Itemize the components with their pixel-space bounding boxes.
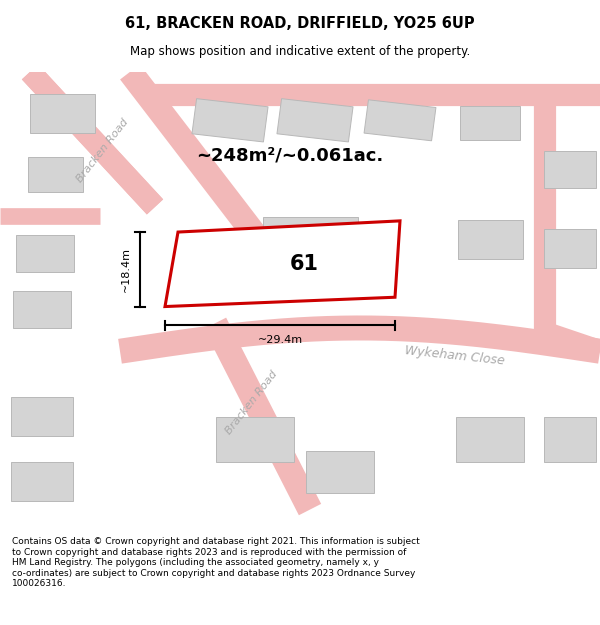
Polygon shape — [13, 291, 71, 328]
Text: ~248m²/~0.061ac.: ~248m²/~0.061ac. — [196, 147, 383, 164]
Polygon shape — [216, 418, 294, 462]
Polygon shape — [192, 99, 268, 142]
Text: Bracken Road: Bracken Road — [224, 369, 280, 436]
Text: ~29.4m: ~29.4m — [257, 335, 302, 345]
Polygon shape — [11, 397, 73, 436]
Polygon shape — [544, 229, 596, 268]
Text: 61: 61 — [290, 254, 319, 274]
Polygon shape — [456, 418, 524, 462]
Text: Map shows position and indicative extent of the property.: Map shows position and indicative extent… — [130, 45, 470, 58]
Text: Wykeham Close: Wykeham Close — [404, 344, 506, 367]
Polygon shape — [458, 220, 523, 259]
Polygon shape — [277, 99, 353, 142]
Polygon shape — [460, 106, 520, 140]
Text: Contains OS data © Crown copyright and database right 2021. This information is : Contains OS data © Crown copyright and d… — [12, 538, 420, 588]
Polygon shape — [16, 235, 74, 272]
Text: Bracken Road: Bracken Road — [75, 118, 131, 185]
Text: 61, BRACKEN ROAD, DRIFFIELD, YO25 6UP: 61, BRACKEN ROAD, DRIFFIELD, YO25 6UP — [125, 16, 475, 31]
Polygon shape — [544, 151, 596, 188]
Polygon shape — [11, 462, 73, 501]
Polygon shape — [364, 100, 436, 141]
Polygon shape — [263, 217, 358, 271]
Polygon shape — [165, 221, 400, 306]
Polygon shape — [544, 418, 596, 462]
Polygon shape — [28, 157, 83, 192]
Polygon shape — [306, 451, 374, 493]
Polygon shape — [29, 94, 95, 133]
Text: ~18.4m: ~18.4m — [121, 247, 131, 292]
